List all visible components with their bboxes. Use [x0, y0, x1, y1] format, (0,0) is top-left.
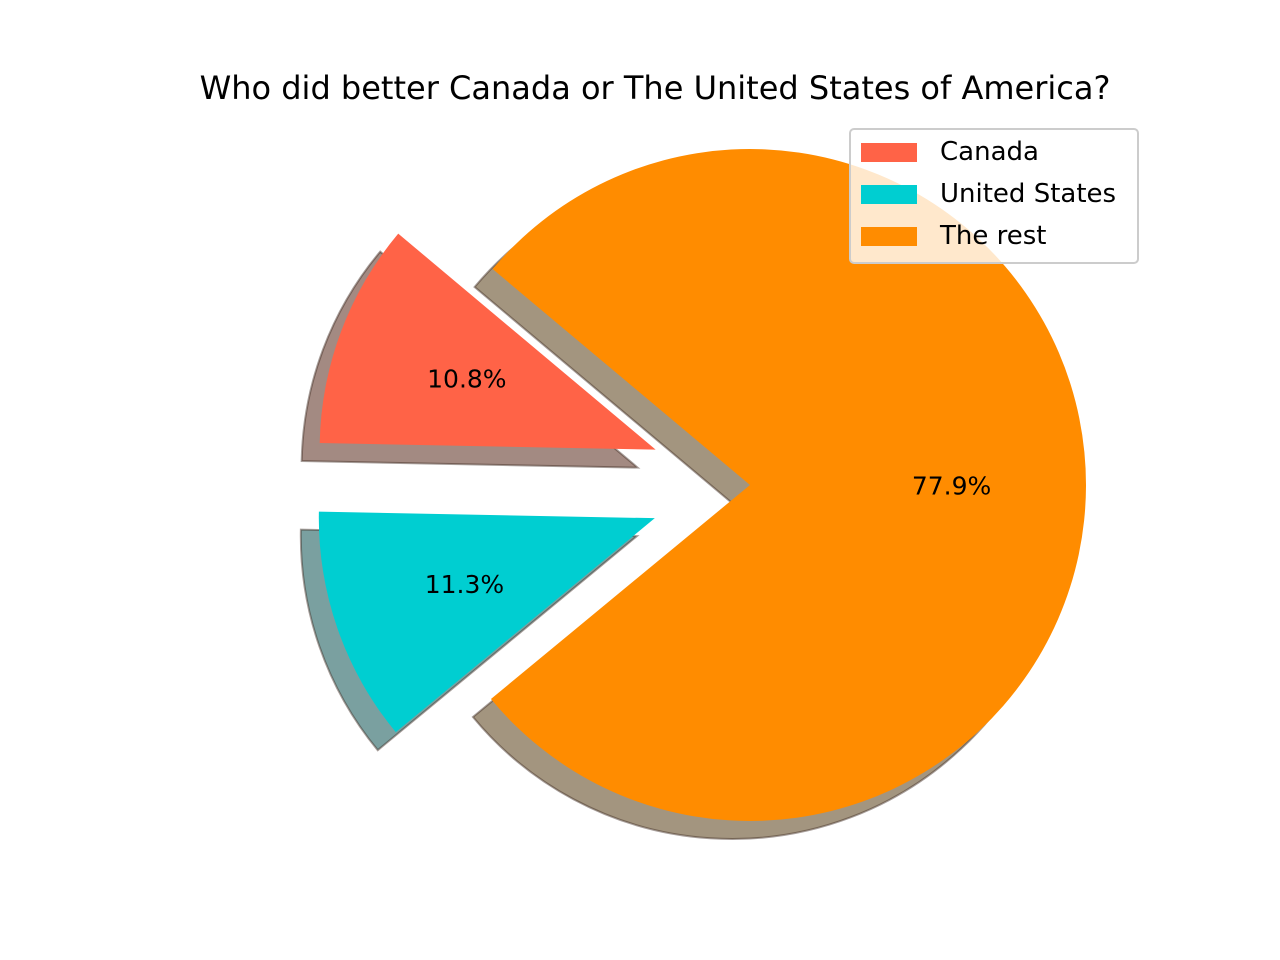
legend-items: Canada United States The rest [861, 137, 1116, 251]
pie-percent-labels: 10.8% 11.3% 77.9% [425, 364, 992, 599]
chart-title: Who did better Canada or The United Stat… [200, 69, 1111, 107]
pie-label-the-rest: 77.9% [912, 471, 991, 500]
pie-label-united-states: 11.3% [425, 570, 504, 599]
legend-swatch-the-rest [861, 227, 917, 246]
legend-swatch-canada [861, 143, 917, 162]
pie-slice-united-states [318, 511, 655, 733]
pie-slices [318, 149, 1086, 822]
legend: Canada United States The rest [849, 128, 1139, 264]
legend-label-the-rest: The rest [939, 221, 1046, 251]
legend-swatch-united-states [861, 185, 917, 204]
legend-label-canada: Canada [940, 137, 1039, 167]
legend-label-united-states: United States [940, 179, 1116, 209]
legend-frame [849, 128, 1139, 264]
pie-slice-the-rest [490, 149, 1086, 822]
pie-slice-canada [319, 233, 656, 450]
pie-label-canada: 10.8% [427, 364, 506, 393]
